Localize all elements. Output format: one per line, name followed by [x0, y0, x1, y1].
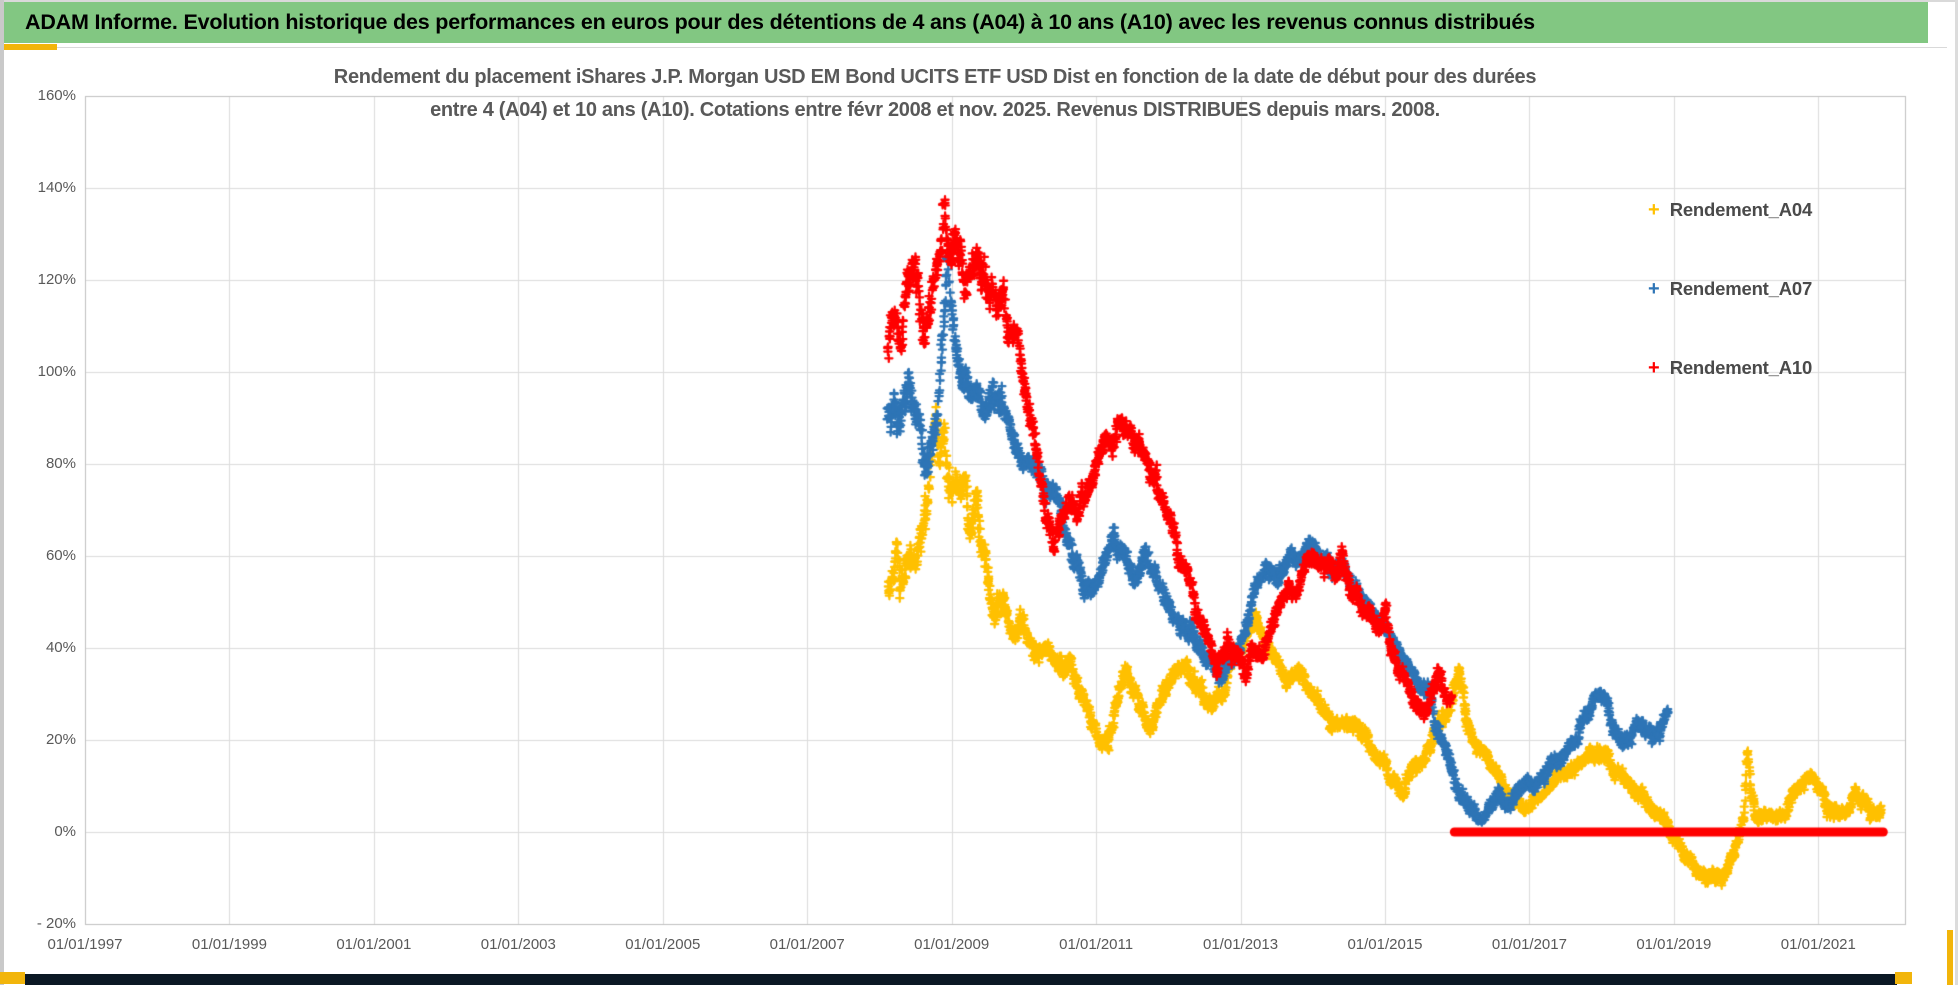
bottom-dark-bar — [25, 974, 1897, 985]
header-underline — [57, 47, 1947, 48]
x-tick-label: 01/01/2021 — [1780, 936, 1856, 953]
chart-title-line2: entre 4 (A04) et 10 ans (A10). Cotations… — [430, 99, 1440, 121]
x-tick-label: 01/01/2009 — [914, 936, 990, 953]
x-tick-label: 01/01/2019 — [1636, 936, 1712, 953]
right-border-line — [1955, 0, 1958, 985]
legend-item-rendement-a04[interactable]: + Rendement_A04 — [1648, 199, 1812, 221]
y-tick-label: 80% — [45, 455, 76, 472]
x-tick-label: 01/01/1997 — [47, 936, 123, 953]
chart-title: Rendement du placement iShares J.P. Morg… — [230, 61, 1640, 127]
legend-label: Rendement_A07 — [1669, 278, 1813, 299]
y-tick-label: 100% — [37, 363, 76, 380]
x-tick-label: 01/01/2003 — [480, 936, 556, 953]
y-tick-label: 0% — [54, 823, 76, 840]
legend-item-rendement-a07[interactable]: + Rendement_A07 — [1648, 278, 1812, 300]
x-tick-label: 01/01/1999 — [191, 936, 267, 953]
x-tick-label: 01/01/2013 — [1203, 936, 1279, 953]
y-tick-label: 60% — [45, 547, 76, 564]
y-tick-label: 20% — [45, 731, 76, 748]
legend-label: Rendement_A10 — [1669, 357, 1813, 378]
y-tick-label: 140% — [37, 179, 76, 196]
y-tick-label: - 20% — [36, 915, 76, 932]
chart-title-line1: Rendement du placement iShares J.P. Morg… — [333, 66, 1537, 88]
x-tick-label: 01/01/2007 — [769, 936, 845, 953]
plus-marker-icon: + — [1648, 357, 1660, 379]
y-tick-label: 160% — [37, 87, 76, 104]
page-title: ADAM Informe. Evolution historique des p… — [25, 10, 1535, 34]
y-tick-label: 120% — [37, 271, 76, 288]
left-border-line — [0, 0, 4, 985]
header-band: ADAM Informe. Evolution historique des p… — [4, 2, 1928, 43]
x-tick-label: 01/01/2005 — [625, 936, 701, 953]
legend-item-rendement-a10[interactable]: + Rendement_A10 — [1648, 357, 1812, 379]
bottom-accent-yellow-right — [1895, 972, 1912, 984]
plus-marker-icon: + — [1648, 199, 1660, 221]
y-tick-label: 40% — [45, 639, 76, 656]
legend-label: Rendement_A04 — [1669, 199, 1813, 220]
bottom-accent-yellow-left — [0, 972, 25, 984]
x-tick-label: 01/01/2001 — [336, 936, 412, 953]
top-border-line — [0, 0, 1958, 2]
x-tick-label: 01/01/2011 — [1059, 936, 1134, 953]
x-tick-label: 01/01/2017 — [1491, 936, 1567, 953]
header-accent-yellow — [4, 44, 57, 50]
right-accent-yellow — [1947, 930, 1953, 985]
plus-marker-icon: + — [1648, 278, 1660, 300]
x-tick-label: 01/01/2015 — [1347, 936, 1423, 953]
